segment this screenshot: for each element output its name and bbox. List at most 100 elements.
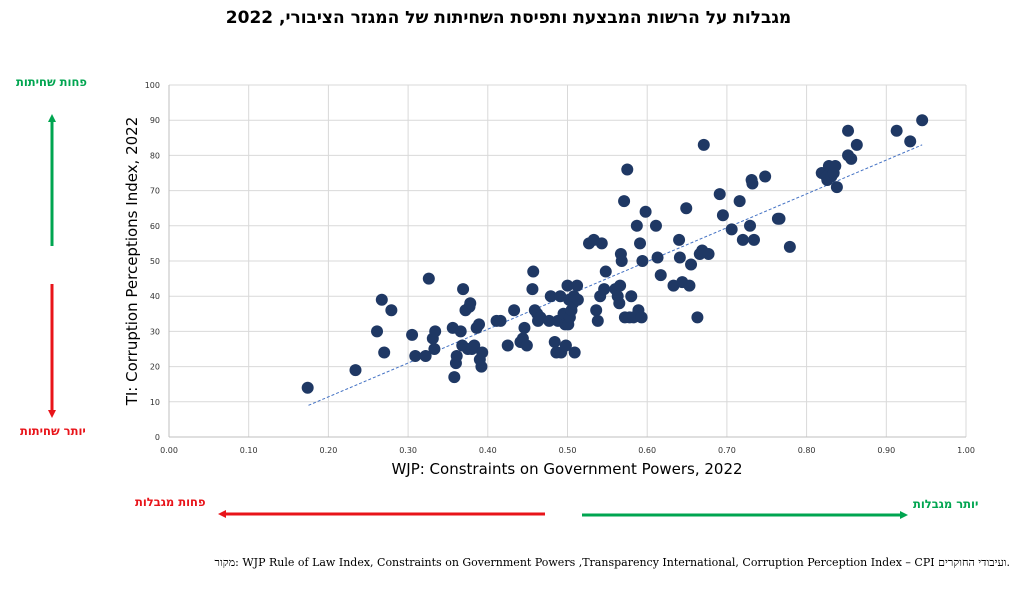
data-point [651, 251, 664, 264]
data-point [890, 124, 903, 137]
data-point [385, 304, 398, 317]
axis-titles: WJP: Constraints on Government Powers, 2… [123, 117, 743, 478]
data-point [457, 283, 470, 296]
data-point [634, 237, 647, 250]
data-point [476, 346, 489, 359]
data-point [378, 346, 391, 359]
data-point [673, 233, 686, 246]
data-point [680, 202, 693, 215]
source-note: מקור: WJP Rule of Law Index, Constraints… [214, 556, 1010, 569]
data-point [508, 304, 521, 317]
more-corruption-label: יותר שחיתות [20, 424, 86, 438]
data-point [685, 258, 698, 271]
x-tick-label: 0.00 [160, 446, 178, 455]
data-point [599, 265, 612, 278]
x-tick-label: 1.00 [957, 446, 975, 455]
data-point [654, 269, 667, 282]
data-point [636, 255, 649, 267]
trendline [308, 144, 923, 406]
x-tick-label: 0.90 [877, 446, 895, 455]
tick-labels: 0 10 20 30 40 50 60 70 80 90 100 0.00 0.10 0.20 0.30 0.… [145, 81, 975, 455]
data-point [904, 135, 917, 148]
y-tick-label: 60 [150, 222, 160, 231]
data-point [571, 293, 584, 306]
x-tick-label: 0.40 [479, 446, 497, 455]
data-point [548, 335, 561, 348]
y-tick-label: 40 [150, 292, 160, 301]
x-tick-label: 0.10 [240, 446, 258, 455]
data-point [618, 195, 631, 208]
data-point [613, 297, 626, 310]
data-point [829, 159, 842, 172]
data-point [527, 265, 540, 278]
data-point [468, 339, 481, 352]
data-point [598, 283, 611, 296]
data-point [561, 279, 574, 292]
data-point [406, 328, 419, 341]
data-point [429, 325, 442, 338]
data-point [842, 124, 855, 137]
axes [168, 85, 966, 438]
data-point [454, 325, 467, 338]
data-point [518, 321, 531, 334]
x-tick-label: 0.70 [718, 446, 736, 455]
y-tick-label: 30 [150, 327, 160, 336]
data-point [501, 339, 514, 352]
data-point [590, 304, 603, 317]
data-point [473, 318, 486, 331]
data-point [450, 350, 463, 363]
data-point [595, 237, 608, 250]
data-point [625, 290, 638, 303]
data-point [448, 371, 461, 384]
data-point [349, 364, 362, 377]
y-tick-label: 80 [150, 151, 160, 160]
data-point [725, 223, 738, 236]
less-constraints-label: פחות מגבלות [135, 495, 206, 509]
data-point [568, 346, 581, 359]
data-point [830, 181, 843, 194]
y-tick-label: 10 [150, 398, 160, 407]
data-point [301, 381, 314, 394]
data-point [733, 195, 746, 208]
more-constraints-label: יותר מגבלות [913, 497, 979, 511]
data-point [702, 247, 715, 260]
data-point [691, 311, 704, 324]
data-point [409, 350, 422, 363]
data-point [744, 219, 757, 232]
data-point [559, 339, 572, 352]
data-point [621, 163, 634, 176]
data-point [419, 350, 432, 363]
data-point [916, 114, 929, 127]
data-point [649, 219, 662, 232]
data-point [422, 272, 435, 285]
data-point [845, 152, 858, 165]
data-point [635, 311, 648, 324]
data-point [494, 314, 507, 327]
x-tick-label: 0.60 [638, 446, 656, 455]
data-point [783, 240, 796, 253]
data-point [614, 279, 627, 292]
data-point [520, 339, 533, 352]
grid-lines [169, 84, 967, 437]
y-tick-label: 20 [150, 363, 160, 372]
x-tick-label: 0.30 [399, 446, 417, 455]
data-point [375, 293, 388, 306]
y-tick-label: 70 [150, 187, 160, 196]
y-tick-label: 0 [155, 433, 160, 442]
data-point [639, 205, 652, 218]
y-axis-label: TI: Corruption Perceptions Index, 2022 [123, 117, 141, 407]
data-point [736, 233, 749, 246]
side-arrows [48, 114, 908, 519]
y-tick-label: 100 [145, 81, 160, 90]
data-point [371, 325, 384, 338]
data-point [428, 343, 441, 355]
data-point [615, 255, 628, 267]
y-tick-label: 50 [150, 257, 160, 266]
data-point [543, 314, 556, 327]
data-point [544, 290, 557, 303]
x-tick-label: 0.20 [319, 446, 337, 455]
data-point [475, 360, 488, 373]
data-point [759, 170, 772, 183]
data-point [850, 138, 863, 151]
chart-title: מגבלות על הרשות המבצעת ותפיסת השחיתות של… [225, 8, 792, 28]
